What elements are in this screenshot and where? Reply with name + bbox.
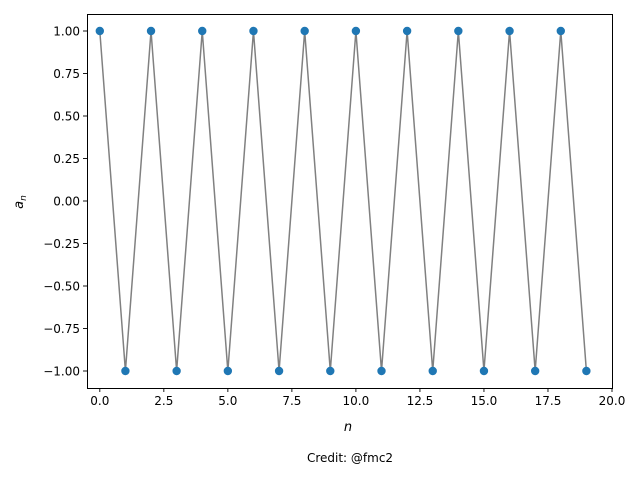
x-tick-label: 17.5	[535, 394, 562, 408]
data-point	[351, 26, 361, 36]
y-tick-label: −0.50	[43, 279, 80, 293]
y-tick-label: 0.75	[53, 67, 80, 81]
x-tick-label: 12.5	[407, 394, 434, 408]
data-point	[223, 366, 233, 376]
axes-frame	[87, 14, 613, 389]
y-tick-label: 0.25	[53, 152, 80, 166]
x-tick-label: 15.0	[471, 394, 498, 408]
y-axis-label-main: a	[12, 201, 27, 209]
data-point	[428, 366, 437, 376]
y-tick-label: 1.00	[53, 24, 80, 38]
x-tick-label: 10.0	[343, 394, 370, 408]
x-tick-label: 20.0	[599, 394, 626, 408]
data-point	[454, 26, 463, 36]
y-axis-label: an	[12, 195, 29, 209]
x-axis-label: n	[344, 420, 352, 435]
data-point	[300, 26, 309, 36]
y-tick-label: −0.75	[43, 322, 80, 336]
y-tick-label: 0.00	[53, 194, 80, 208]
ticks-layer: 0.0 2.5 5.0 7.5 10.0 12.5 15.0 17.5 20.0 1.00 0.75…	[43, 24, 625, 408]
data-point	[326, 366, 335, 376]
data-point	[95, 26, 105, 36]
data-point	[249, 26, 258, 36]
x-tick-label: 2.5	[154, 394, 173, 408]
y-axis-label-subscript: n	[19, 195, 29, 201]
data-point	[479, 366, 489, 376]
y-tick-label: 0.50	[53, 109, 80, 123]
data-point	[377, 366, 386, 376]
data-point	[402, 26, 412, 36]
y-tick-label: −0.25	[43, 237, 80, 251]
data-point	[582, 366, 591, 376]
series-line	[99, 30, 588, 372]
x-tick-label: 5.0	[218, 394, 237, 408]
data-point	[146, 26, 156, 36]
data-point	[505, 26, 514, 36]
data-point	[274, 366, 284, 376]
data-point	[556, 26, 565, 36]
data-point	[172, 366, 181, 376]
data-point	[198, 26, 207, 36]
plot-layer	[95, 26, 591, 376]
data-point	[530, 366, 540, 376]
x-tick-label: 0.0	[90, 394, 109, 408]
x-tick-label: 7.5	[282, 394, 301, 408]
credit-text: Credit: @fmc2	[307, 451, 393, 465]
data-point	[121, 366, 130, 376]
y-tick-label: −1.00	[43, 364, 80, 378]
